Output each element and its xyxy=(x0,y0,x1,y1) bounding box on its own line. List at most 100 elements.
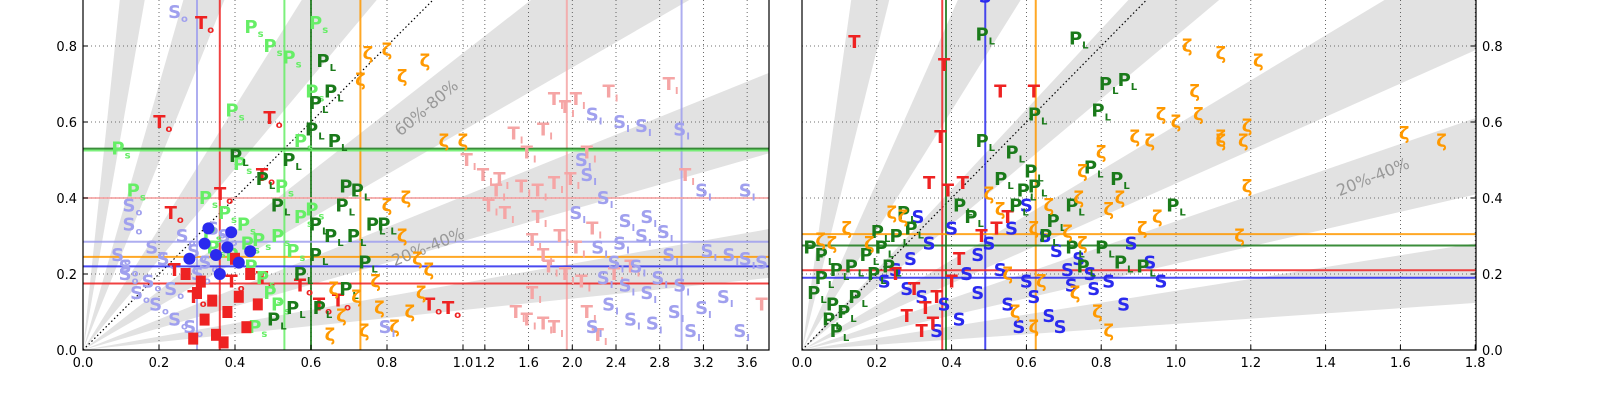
data-point: To xyxy=(153,112,172,135)
data-point: ζ xyxy=(1077,161,1088,182)
data-point-block xyxy=(195,275,206,288)
data-point: S xyxy=(1001,294,1014,315)
data-point: PL xyxy=(964,207,984,230)
data-point-blob xyxy=(202,222,215,235)
data-point: TI xyxy=(592,325,608,348)
data-point: To xyxy=(423,294,442,317)
x-tick-label: 1.0 xyxy=(453,356,474,371)
data-point: ζ xyxy=(1070,283,1081,304)
data-point: ζ xyxy=(1242,116,1253,137)
data-point-block xyxy=(199,313,210,326)
data-point: Ps xyxy=(282,47,301,70)
data-point: S xyxy=(1042,306,1055,327)
data-point: TI xyxy=(548,173,564,196)
data-point: S xyxy=(1039,226,1052,247)
data-point: T xyxy=(953,249,966,270)
data-point: Ps xyxy=(263,36,282,59)
data-point: PL xyxy=(1076,256,1096,279)
data-point: TI xyxy=(531,207,547,230)
data-point: ζ xyxy=(827,234,838,255)
data-point: TI xyxy=(537,313,553,336)
data-point: T xyxy=(1028,82,1041,103)
data-point: ζ xyxy=(351,287,362,308)
data-point: T xyxy=(908,279,921,300)
data-point: TI xyxy=(542,256,558,279)
data-point-blob xyxy=(213,268,226,280)
data-point: ζ xyxy=(1092,302,1103,323)
y-tick-labels: 0.0 0.2 0.4 0.6 0.8 xyxy=(56,40,88,359)
data-point: PL xyxy=(339,279,359,302)
data-point: Ps xyxy=(256,268,275,291)
data-point: SI xyxy=(630,256,647,279)
x-tick-label: 2.0 xyxy=(562,356,583,371)
data-point: TI xyxy=(499,203,515,226)
data-point-block xyxy=(245,268,256,280)
x-tick-label: 1.6 xyxy=(518,356,539,371)
data-point: ζ xyxy=(815,230,826,251)
percentile-band xyxy=(83,72,769,350)
data-point: SI xyxy=(701,241,718,264)
data-point-blob xyxy=(225,226,238,239)
data-point: S xyxy=(878,272,891,293)
data-point-block xyxy=(192,287,202,299)
data-point: SI xyxy=(657,222,674,245)
data-point: So xyxy=(141,272,161,295)
data-point: So xyxy=(168,2,188,25)
data-point: S xyxy=(1125,234,1138,255)
diagonal-line xyxy=(83,0,434,350)
data-point: TI xyxy=(559,264,575,287)
data-point: ζ xyxy=(389,317,400,338)
data-point: S xyxy=(953,310,966,331)
data-point: SI xyxy=(722,245,739,268)
data-point: S xyxy=(1087,279,1100,300)
data-point: ζ xyxy=(1144,131,1155,152)
data-point: So xyxy=(145,237,165,260)
data-point: PL xyxy=(305,120,325,143)
data-point: TI xyxy=(603,82,619,105)
data-point: ζ xyxy=(363,44,374,65)
data-point: So xyxy=(130,283,150,306)
data-point: Ps xyxy=(199,188,218,211)
data-point: PL xyxy=(882,256,902,279)
data-point: To xyxy=(195,13,214,36)
data-point: Ps xyxy=(237,215,256,238)
data-point: SI xyxy=(608,253,625,276)
data-point: PL xyxy=(830,321,850,344)
data-point: T xyxy=(938,55,951,76)
data-point: TI xyxy=(460,150,476,173)
data-point: TI xyxy=(559,97,575,120)
data-point: ζ xyxy=(1234,226,1245,247)
data-point: TI xyxy=(482,196,498,219)
data-point: So xyxy=(122,215,142,238)
data-points: SSSSSSSSSSSSSSSSSSSSSSSSSSSSSSSSSSSSSTTT… xyxy=(803,0,1446,344)
data-point: PL xyxy=(324,226,344,249)
data-point-blob xyxy=(183,252,196,265)
data-point: PL xyxy=(358,253,378,276)
data-point: Ps xyxy=(225,101,244,124)
data-point: Ps xyxy=(263,283,282,306)
data-point: ζ xyxy=(1029,317,1040,338)
data-point: PL xyxy=(294,264,314,287)
percentile-band xyxy=(83,0,145,350)
data-point: T xyxy=(945,272,958,293)
data-point: So xyxy=(168,310,188,333)
data-point: PL xyxy=(845,256,865,279)
data-point: SI xyxy=(580,165,597,188)
data-point: TI xyxy=(531,180,547,203)
data-point: TI xyxy=(581,142,597,165)
data-point: PL xyxy=(324,82,344,105)
data-point: TI xyxy=(507,123,523,146)
data-point: PL xyxy=(313,298,333,321)
data-point: S xyxy=(930,321,943,342)
data-point: T xyxy=(994,82,1007,103)
data-point: PL xyxy=(1028,177,1048,200)
data-point: SI xyxy=(640,207,657,230)
x-tick-label: 1.8 xyxy=(1465,356,1486,371)
data-point: S xyxy=(938,294,951,315)
data-point-blob xyxy=(244,245,257,258)
data-point: TI xyxy=(564,169,580,192)
data-point: T xyxy=(901,306,914,327)
percentile-band xyxy=(83,0,377,350)
data-point-block xyxy=(207,294,218,307)
data-point: S xyxy=(915,287,928,308)
